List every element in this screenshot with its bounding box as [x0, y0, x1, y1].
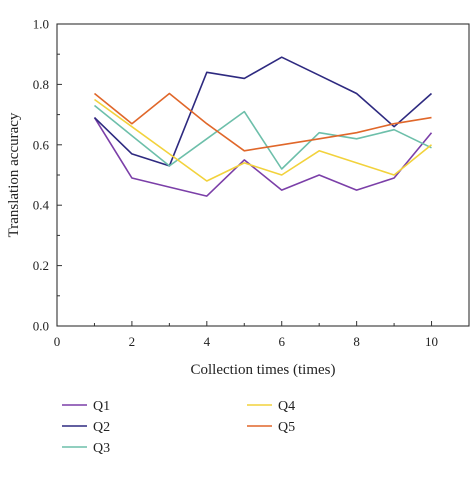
- x-tick-label: 8: [353, 334, 360, 349]
- series-line-q3: [93, 104, 432, 170]
- series-lines: [93, 56, 433, 197]
- x-tick-label: 4: [204, 334, 211, 349]
- legend-label: Q1: [93, 399, 110, 414]
- legend-label: Q2: [93, 420, 110, 435]
- x-tick-label: 10: [425, 334, 438, 349]
- y-tick-label: 0.6: [33, 137, 50, 152]
- series-line-q5: [93, 92, 432, 152]
- x-axis-title: Collection times (times): [191, 362, 336, 378]
- legend-item-q5: Q5: [247, 420, 295, 435]
- y-axis-title: Translation accuracy: [6, 112, 22, 237]
- x-tick-label: 6: [278, 334, 285, 349]
- series-line-q4: [94, 98, 433, 182]
- legend-item-q1: Q1: [62, 399, 110, 414]
- y-tick-label: 0.4: [33, 198, 50, 213]
- legend-item-q3: Q3: [62, 441, 110, 456]
- x-tick-label: 2: [129, 334, 136, 349]
- legend-item-q4: Q4: [247, 399, 295, 414]
- legend-label: Q4: [278, 399, 295, 414]
- series-line-q1: [93, 117, 433, 197]
- y-tick-label: 0.8: [33, 77, 49, 92]
- legend-item-q2: Q2: [62, 420, 110, 435]
- y-tick-label: 0.0: [33, 319, 49, 334]
- series-line-q2: [93, 56, 433, 167]
- y-tick-label: 0.2: [33, 258, 49, 273]
- legend: Q1 Q2 Q3 Q4 Q5: [62, 399, 295, 456]
- axis-ticks: 0 2 4 6 8 10 0.0 0.2 0.4 0.6 0.8 1.0: [33, 17, 438, 350]
- legend-label: Q5: [278, 420, 295, 435]
- legend-label: Q3: [93, 441, 110, 456]
- y-tick-label: 1.0: [33, 17, 49, 32]
- x-tick-label: 0: [54, 334, 61, 349]
